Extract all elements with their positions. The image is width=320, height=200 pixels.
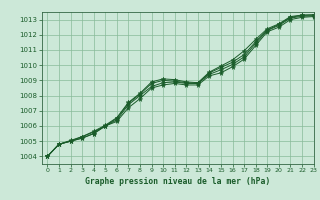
X-axis label: Graphe pression niveau de la mer (hPa): Graphe pression niveau de la mer (hPa) — [85, 177, 270, 186]
